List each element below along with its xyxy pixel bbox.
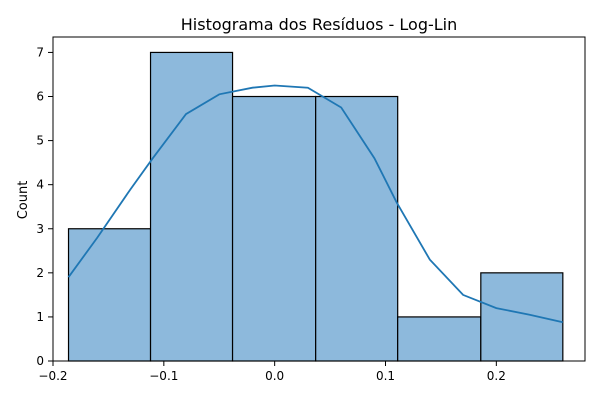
x-tick-label: −0.2 [38,369,67,383]
y-axis-label: Count [16,181,31,220]
y-tick-label: 2 [36,266,44,280]
histogram-bar-1 [67,228,152,362]
x-tick-label: −0.1 [149,369,178,383]
x-tick-label: 0.1 [376,369,395,383]
histogram-bar-6 [480,272,564,362]
y-tick-label: 5 [36,134,44,148]
y-axis-ticks: 0 1 2 3 4 5 6 7 [36,45,53,368]
x-tick-label: 0.0 [265,369,284,383]
y-tick-label: 6 [36,90,44,104]
chart-title: Histograma dos Resíduos - Log-Lin [181,15,458,34]
y-tick-label: 4 [36,178,44,192]
y-tick-label: 3 [36,222,44,236]
histogram-bars [67,51,564,362]
y-tick-label: 0 [36,354,44,368]
histogram-bar-3 [231,95,317,362]
plot-frame [52,36,586,362]
kde-curve [67,84,563,324]
x-tick-label: 0.2 [487,369,506,383]
y-tick-label: 1 [36,310,44,324]
y-tick-label: 7 [36,45,44,59]
x-axis-ticks: −0.2 −0.1 0.0 0.1 0.2 [38,361,506,383]
histogram-bar-4 [315,95,399,362]
histogram-bar-5 [397,316,482,362]
histogram-bar-2 [149,51,234,362]
